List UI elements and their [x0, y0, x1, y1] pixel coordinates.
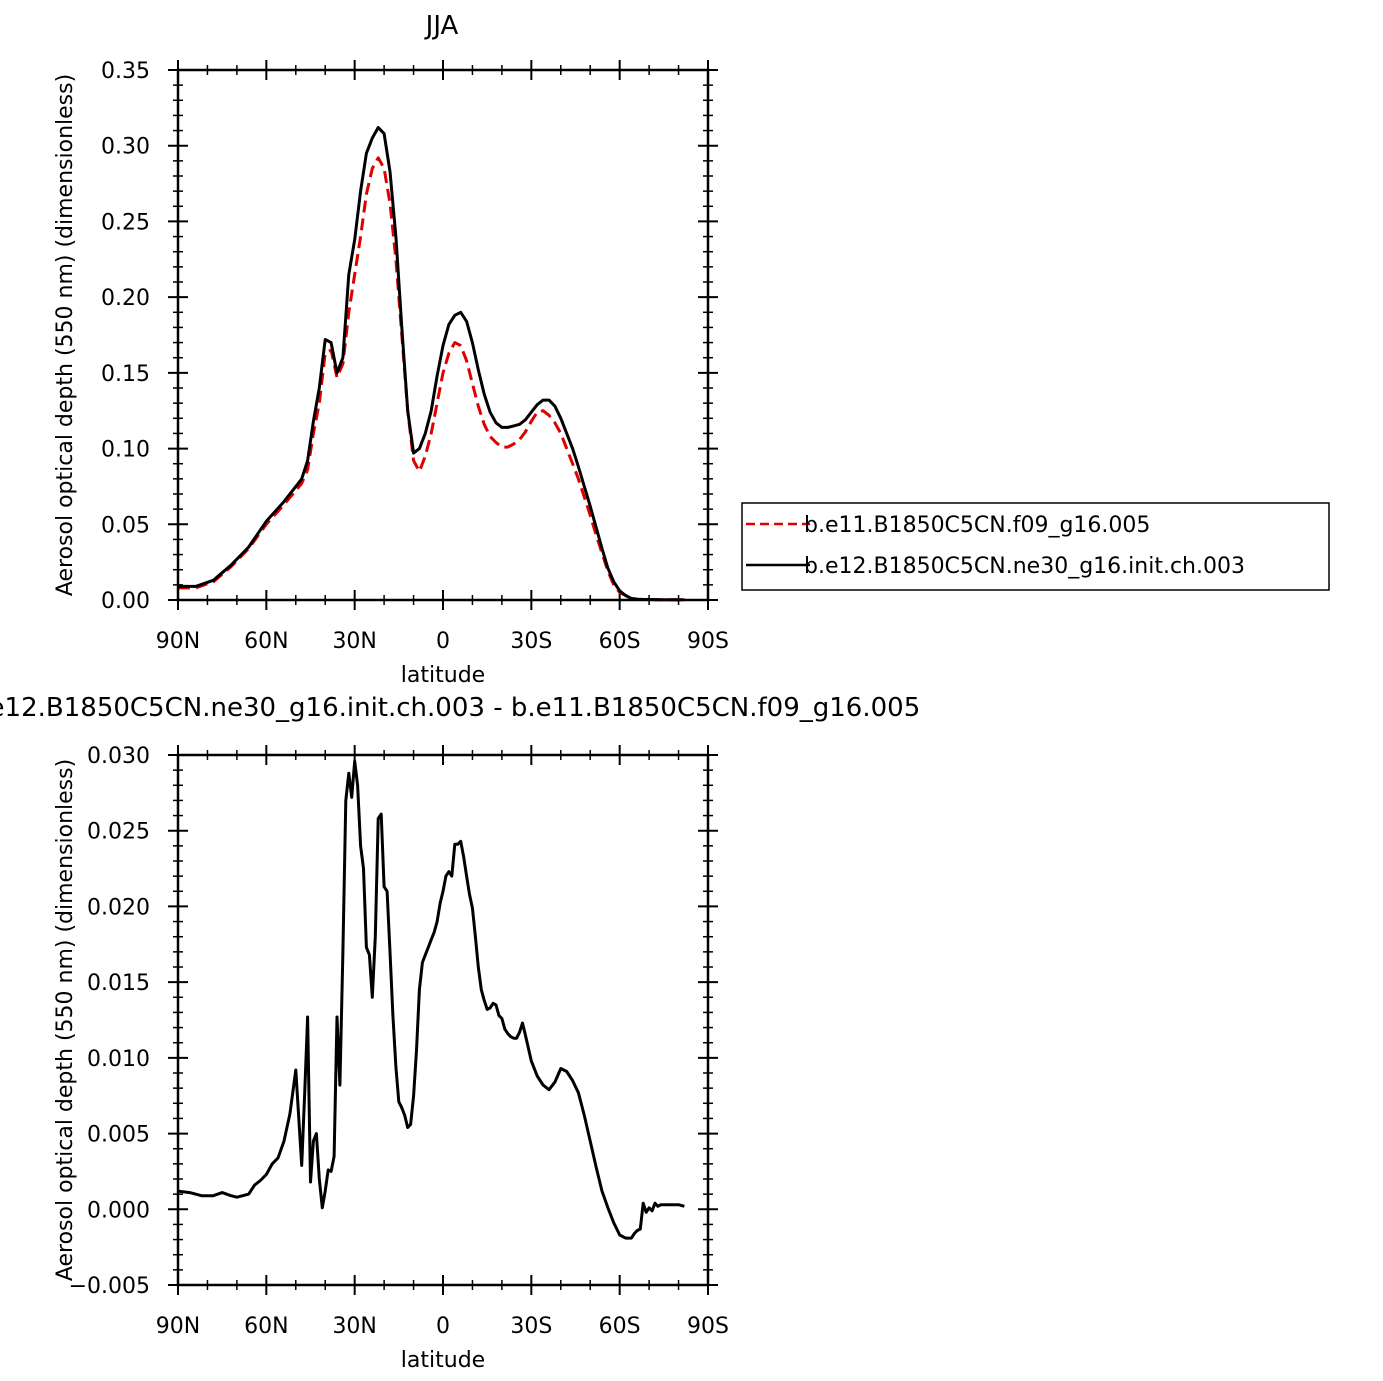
top-y-tick-label: 0.00 — [101, 589, 150, 614]
legend-box — [741, 502, 1330, 591]
bottom-series-layer — [177, 759, 685, 1240]
bottom-x-tick-label: 90N — [156, 1314, 200, 1339]
legend: b.e11.B1850C5CN.f09_g16.005 b.e12.B1850C… — [741, 502, 1330, 591]
bottom-x-tick-label: 30S — [510, 1314, 552, 1339]
top-x-tick-label: 90S — [687, 629, 729, 654]
bottom-x-tick-labels: 90N 60N 30N 0 30S 60S 90S — [156, 1314, 729, 1339]
bottom-y-tick-label: 0.025 — [87, 820, 150, 845]
top-panel: JJA 0.00 0.05 0.10 0.15 0.20 0.25 0.30 0.35 90N… — [53, 11, 729, 688]
top-x-axis-label: latitude — [401, 663, 485, 688]
top-x-tick-label: 30S — [510, 629, 552, 654]
top-y-tick-label: 0.10 — [101, 438, 150, 463]
top-plot-frame — [176, 68, 710, 602]
bottom-x-tick-label: 90S — [687, 1314, 729, 1339]
bottom-y-tick-labels: −0.005 0.000 0.005 0.010 0.015 0.020 0.025 0.03… — [69, 744, 150, 1299]
top-series-line-2 — [178, 126, 685, 602]
top-series-line-1 — [178, 156, 685, 602]
bottom-panel: b.e12.B1850C5CN.ne30_g16.init.ch.003 - b… — [0, 693, 920, 1373]
top-ticks — [168, 60, 718, 610]
bottom-y-tick-label: 0.005 — [87, 1123, 150, 1148]
legend-label-series-2: b.e12.B1850C5CN.ne30_g16.init.ch.003 — [804, 554, 1245, 579]
bottom-y-tick-label: 0.030 — [87, 744, 150, 769]
top-x-tick-label: 0 — [436, 629, 450, 654]
bottom-x-tick-label: 0 — [436, 1314, 450, 1339]
top-x-tick-label: 60N — [244, 629, 288, 654]
top-y-tick-label: 0.15 — [101, 362, 150, 387]
top-y-tick-label: 0.35 — [101, 59, 150, 84]
bottom-plot-frame — [176, 753, 710, 1287]
bottom-x-tick-label: 60S — [599, 1314, 641, 1339]
bottom-x-tick-label: 30N — [332, 1314, 376, 1339]
top-x-tick-label: 30N — [332, 629, 376, 654]
top-y-tick-labels: 0.00 0.05 0.10 0.15 0.20 0.25 0.30 0.35 — [101, 59, 150, 614]
bottom-series-line-1 — [177, 759, 685, 1240]
top-chart-title: JJA — [424, 11, 459, 41]
bottom-chart-title: b.e12.B1850C5CN.ne30_g16.init.ch.003 - b… — [0, 693, 920, 723]
bottom-y-tick-label: 0.010 — [87, 1047, 150, 1072]
bottom-x-tick-label: 60N — [244, 1314, 288, 1339]
bottom-y-tick-label: −0.005 — [69, 1274, 150, 1299]
bottom-y-axis-label: Aerosol optical depth (550 nm) (dimensio… — [53, 759, 78, 1281]
top-y-tick-label: 0.20 — [101, 286, 150, 311]
bottom-y-tick-label: 0.000 — [87, 1198, 150, 1223]
top-series-layer — [178, 126, 685, 602]
top-y-axis-label: Aerosol optical depth (550 nm) (dimensio… — [53, 74, 78, 596]
bottom-x-axis-label: latitude — [401, 1348, 485, 1373]
top-x-tick-label: 60S — [599, 629, 641, 654]
top-y-tick-label: 0.05 — [101, 513, 150, 538]
legend-label-series-1: b.e11.B1850C5CN.f09_g16.005 — [804, 513, 1150, 538]
bottom-y-tick-label: 0.020 — [87, 895, 150, 920]
top-x-tick-label: 90N — [156, 629, 200, 654]
bottom-y-tick-label: 0.015 — [87, 971, 150, 996]
bottom-ticks — [168, 745, 718, 1295]
top-y-tick-label: 0.25 — [101, 210, 150, 235]
top-y-tick-label: 0.30 — [101, 135, 150, 160]
top-x-tick-labels: 90N 60N 30N 0 30S 60S 90S — [156, 629, 729, 654]
